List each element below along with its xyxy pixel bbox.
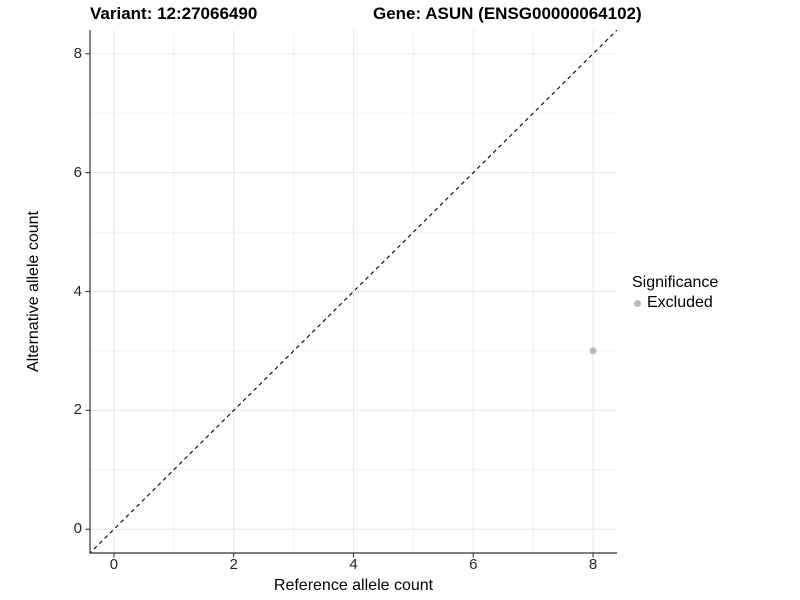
y-tick-label: 2 bbox=[73, 401, 82, 419]
x-tick-label: 2 bbox=[229, 556, 238, 573]
legend: Significance Excluded bbox=[632, 273, 718, 313]
y-tick-label: 6 bbox=[73, 163, 82, 181]
x-axis-title: Reference allele count bbox=[273, 577, 434, 594]
x-tick-label: 6 bbox=[469, 556, 478, 573]
variant-title: Variant: 12:27066490 bbox=[90, 4, 258, 23]
gene-title: Gene: ASUN (ENSG00000064102) bbox=[373, 4, 642, 23]
x-tick-label: 8 bbox=[588, 556, 598, 573]
x-tick-label: 4 bbox=[349, 556, 358, 573]
x-tick-label: 0 bbox=[109, 556, 119, 573]
legend-item-excluded: Excluded bbox=[634, 293, 718, 313]
y-axis-title: Alternative allele count bbox=[25, 211, 42, 372]
excluded-point-icon bbox=[634, 299, 641, 307]
y-tick-label: 4 bbox=[73, 282, 82, 300]
plot-panel bbox=[90, 30, 617, 553]
identity-dashed-line bbox=[90, 30, 617, 553]
legend-title: Significance bbox=[632, 274, 719, 291]
data-point bbox=[589, 347, 597, 355]
y-tick-label: 0 bbox=[73, 520, 82, 538]
legend-item-label: Excluded bbox=[647, 294, 713, 311]
y-tick-label: 8 bbox=[73, 44, 82, 62]
